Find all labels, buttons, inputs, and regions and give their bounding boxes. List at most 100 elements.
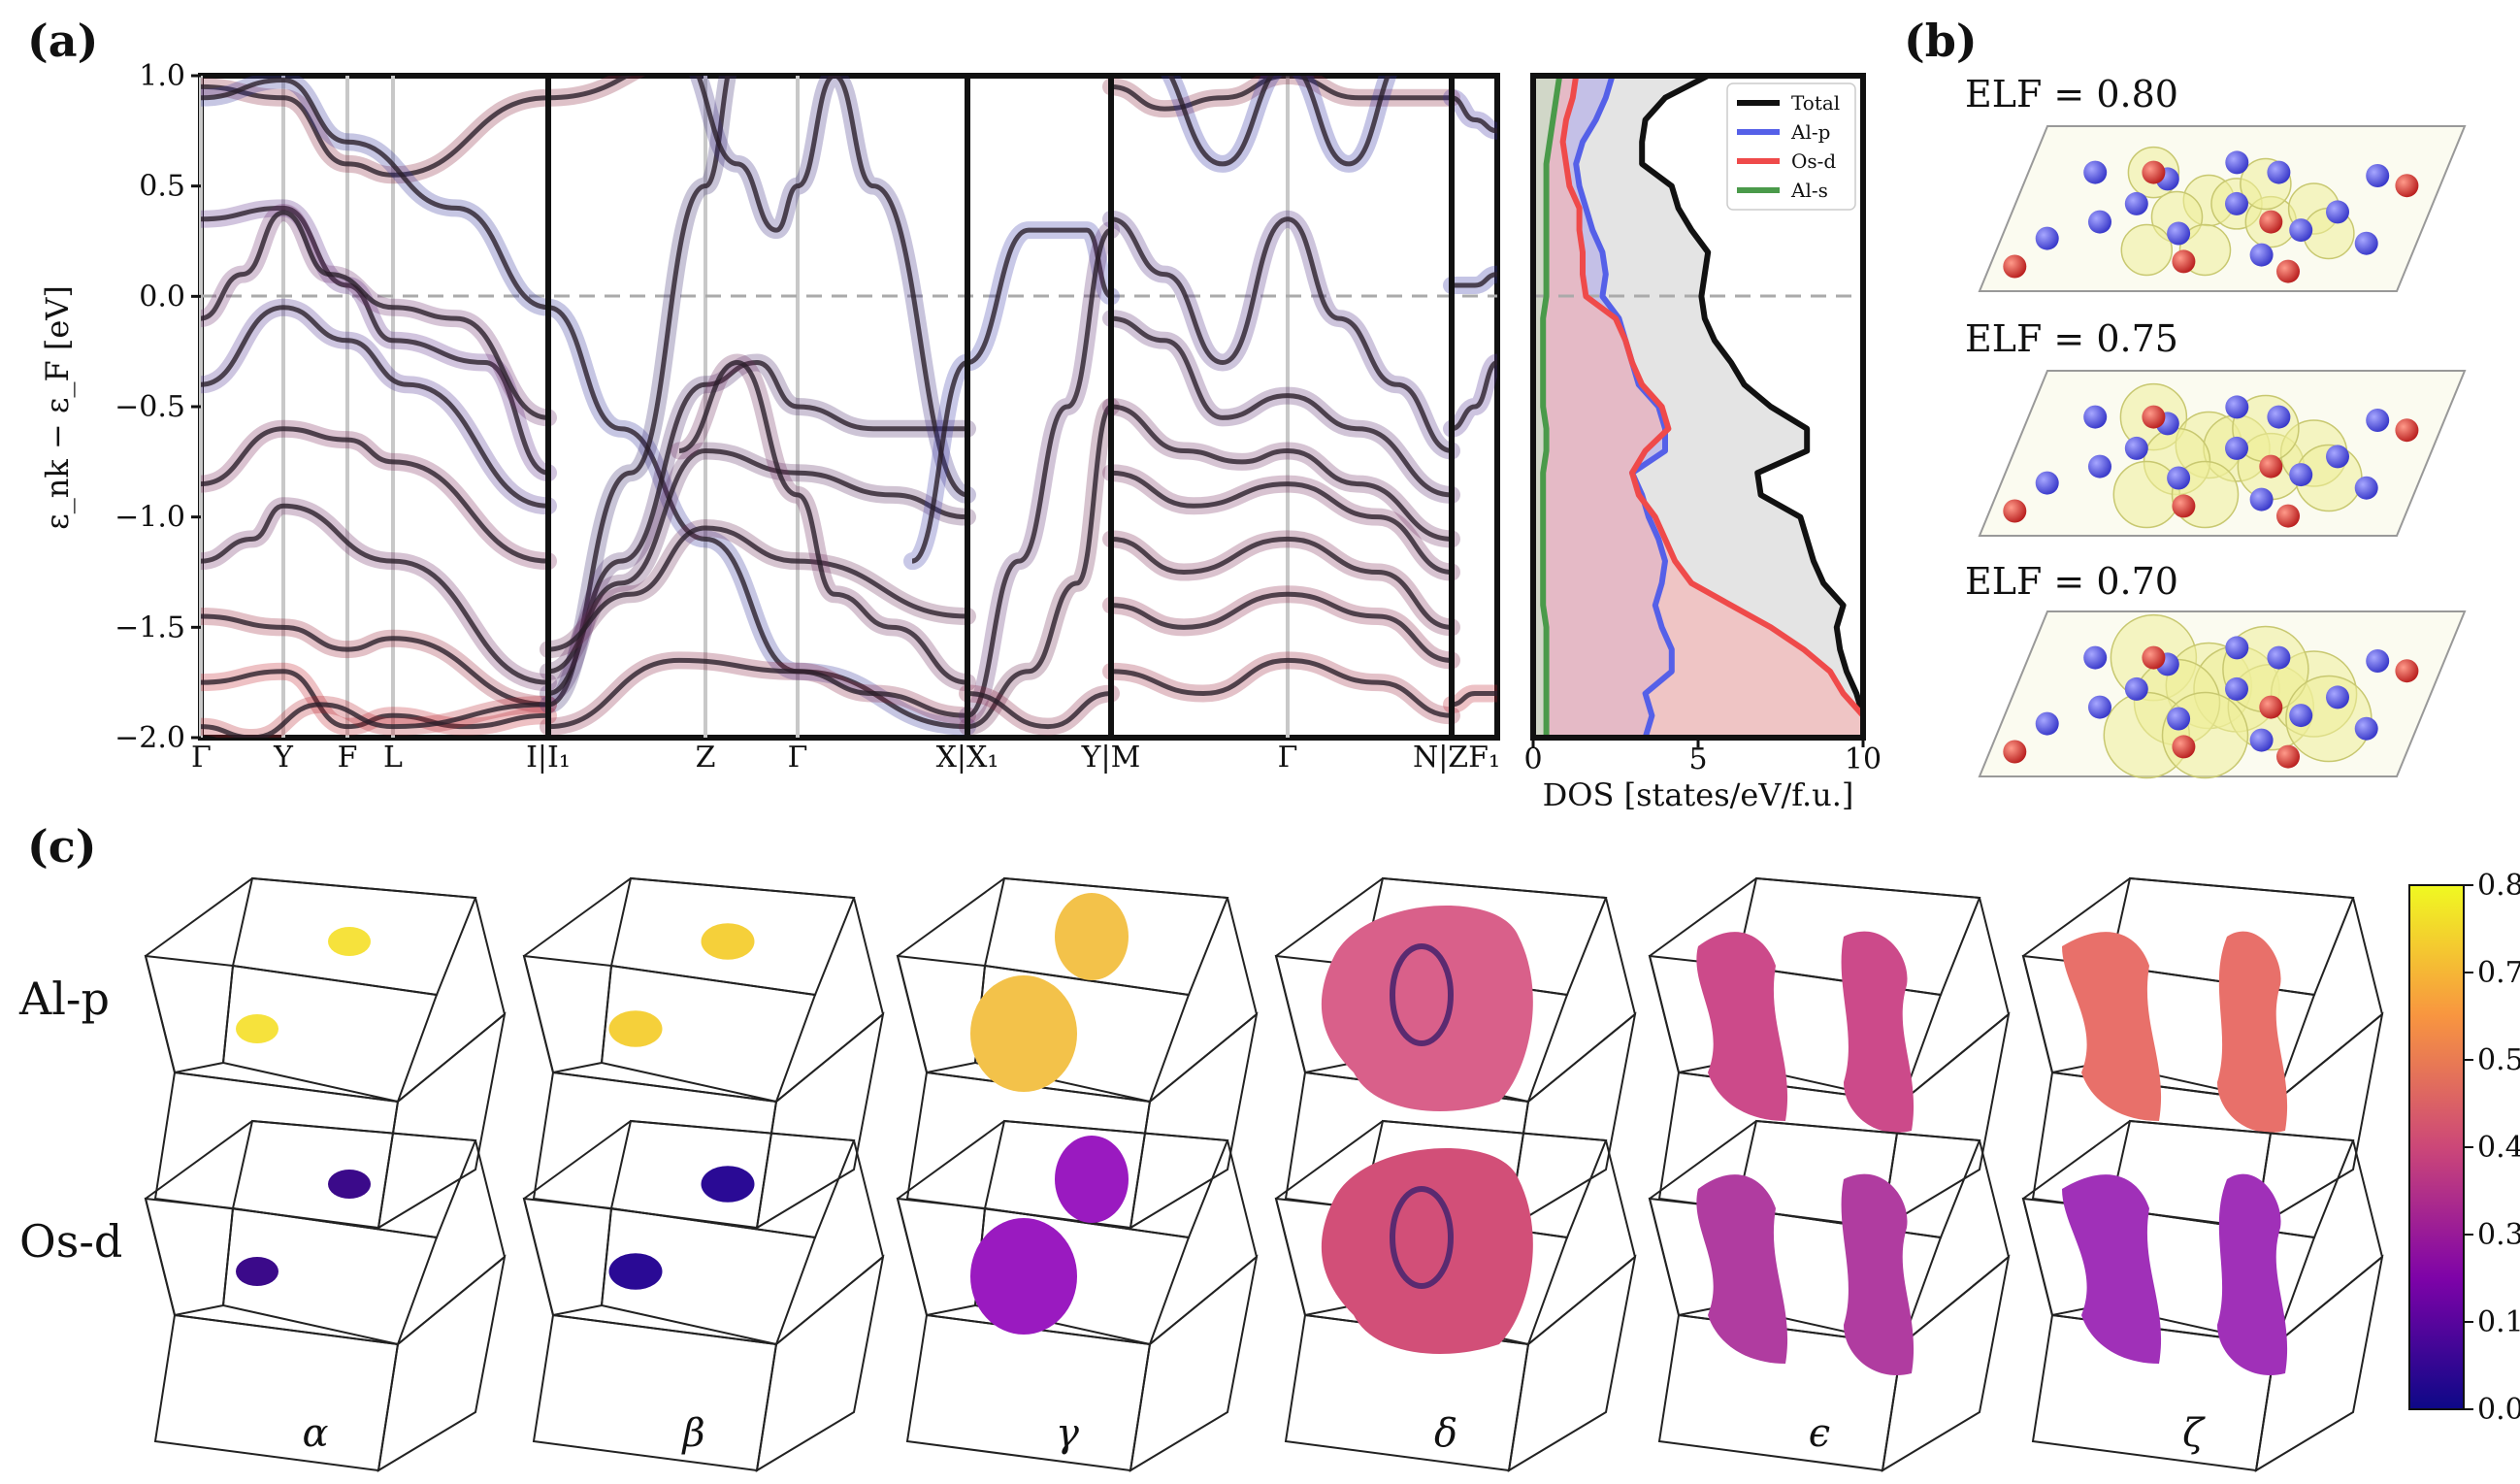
dos-fill-al-s	[1533, 76, 1560, 738]
al-atom	[2088, 695, 2111, 719]
dos-line-al-s	[1540, 76, 1563, 738]
bz-edge	[144, 1197, 235, 1317]
dos-x-ticks: 0 5 10	[1523, 738, 1882, 776]
bz-al-p-3	[1274, 876, 1637, 1230]
bz-edge	[896, 1197, 987, 1317]
elf-cell-1	[1978, 125, 2467, 292]
os-atom	[2259, 695, 2283, 719]
dos-x-tick-label: 10	[1845, 742, 1882, 776]
al-atom	[2167, 466, 2191, 490]
os-atom	[2172, 494, 2196, 518]
bz-edge	[144, 954, 235, 1074]
fermi-pocket	[608, 1253, 663, 1290]
band-line	[201, 305, 549, 509]
band-y-ticks: 1.0 0.5 0.0 −0.5 −1.0 −1.5 −2.0	[115, 59, 201, 755]
al-atom	[2088, 454, 2111, 478]
band-structure-plot: 1.0 0.5 0.0 −0.5 −1.0 −1.5 −2.0 Γ Y F L I|I₁ Z Γ X|X₁…	[39, 59, 1500, 775]
os-atom	[2172, 735, 2196, 759]
dos-line-total	[1639, 76, 1863, 738]
fermi-sheet	[2062, 932, 2162, 1121]
fermi-sheet-ring	[1390, 1186, 1454, 1289]
elf-cell-3	[1978, 610, 2467, 779]
elf-label-1: ELF = 0.80	[1965, 73, 2178, 115]
band-y-tick-label: −0.5	[115, 390, 185, 424]
os-atom	[2276, 259, 2300, 283]
band-y-tick-label: −2.0	[115, 721, 185, 755]
al-atom	[2083, 160, 2108, 184]
al-atom	[2124, 676, 2148, 701]
band-y-tick-label: 0.0	[139, 280, 185, 313]
os-atom	[2259, 210, 2283, 234]
elf-label-3: ELF = 0.70	[1965, 560, 2178, 603]
band-y-tick-label: −1.0	[115, 501, 185, 535]
band-line	[201, 702, 549, 738]
bz-edge	[2254, 1254, 2384, 1472]
bz-edge	[1129, 1254, 1259, 1472]
os-atom	[2395, 418, 2419, 443]
bz-edge	[221, 964, 439, 1104]
al-atom	[2249, 243, 2274, 267]
fermi-pocket	[970, 975, 1077, 1092]
os-atom	[2003, 254, 2027, 279]
al-atom	[2326, 200, 2349, 224]
al-atom	[2326, 445, 2349, 469]
band-line	[201, 78, 968, 730]
al-atom	[2083, 645, 2108, 670]
dos-fills	[1533, 76, 1863, 738]
band-line	[201, 503, 549, 685]
os-atom	[2276, 744, 2300, 769]
bz-al-p-0	[144, 876, 507, 1230]
fermi-pocket	[328, 1170, 371, 1199]
band-y-axis-label: ε_nk − ε_F [eV]	[39, 285, 76, 530]
bz-os-d-5	[2021, 1119, 2384, 1472]
band-line	[547, 447, 968, 675]
fermi-pocket	[236, 1257, 278, 1286]
dos-series-lines	[1540, 76, 1863, 738]
colorbar-tick-label: 0.5	[2477, 1043, 2520, 1077]
bz-os-d-0	[144, 1119, 507, 1472]
al-atom	[2366, 409, 2390, 432]
al-atom	[2354, 476, 2378, 500]
al-atom	[2124, 436, 2148, 460]
bz-edge	[600, 1206, 817, 1346]
fermi-pocket	[701, 1166, 755, 1203]
al-atom	[2267, 645, 2291, 670]
os-atom	[2395, 659, 2419, 683]
row-label-al-p: Al-p	[18, 973, 110, 1025]
al-atom	[2354, 231, 2378, 255]
bz-edge	[905, 1313, 1152, 1472]
al-atom	[2225, 395, 2249, 419]
dos-x-axis-label: DOS [states/eV/f.u.]	[1543, 776, 1854, 813]
band-line	[1167, 76, 1391, 167]
fermi-sheet	[1696, 932, 1788, 1121]
bz-edge	[376, 1011, 507, 1230]
al-atom	[2035, 711, 2059, 736]
band-line	[966, 227, 1113, 718]
bz-edge	[1881, 1254, 2011, 1472]
al-atom	[2083, 405, 2108, 429]
os-atom	[2142, 160, 2166, 184]
band-line	[1110, 470, 1453, 575]
bz-edge	[1507, 1011, 1637, 1230]
band-line	[911, 227, 1113, 564]
bz-os-d-4	[1648, 1119, 2011, 1472]
bz-edge	[1507, 1254, 1637, 1472]
al-atom	[2366, 649, 2390, 673]
colorbar-tick-label: 0.3	[2477, 1218, 2520, 1252]
band-y-tick-label: 0.5	[139, 170, 185, 204]
dos-legend-label: Total	[1791, 91, 1840, 115]
band-k-label: Y	[273, 741, 294, 775]
elf-label-2: ELF = 0.75	[1965, 317, 2178, 360]
colorbar-gradient	[2408, 884, 2465, 1410]
bz-edge	[376, 1254, 507, 1472]
bz-os-d-2	[896, 1119, 1259, 1472]
band-line	[201, 205, 549, 476]
al-atom	[2225, 676, 2248, 701]
band-line	[966, 404, 1113, 730]
al-atom	[2289, 218, 2313, 243]
band-line	[1451, 360, 1497, 432]
dos-legend-items: Total Al-p Os-d Al-s	[1737, 91, 1840, 202]
panel-label-a: (a)	[27, 15, 98, 67]
band-line	[966, 691, 1112, 730]
fermi-sheet	[2217, 1173, 2288, 1375]
